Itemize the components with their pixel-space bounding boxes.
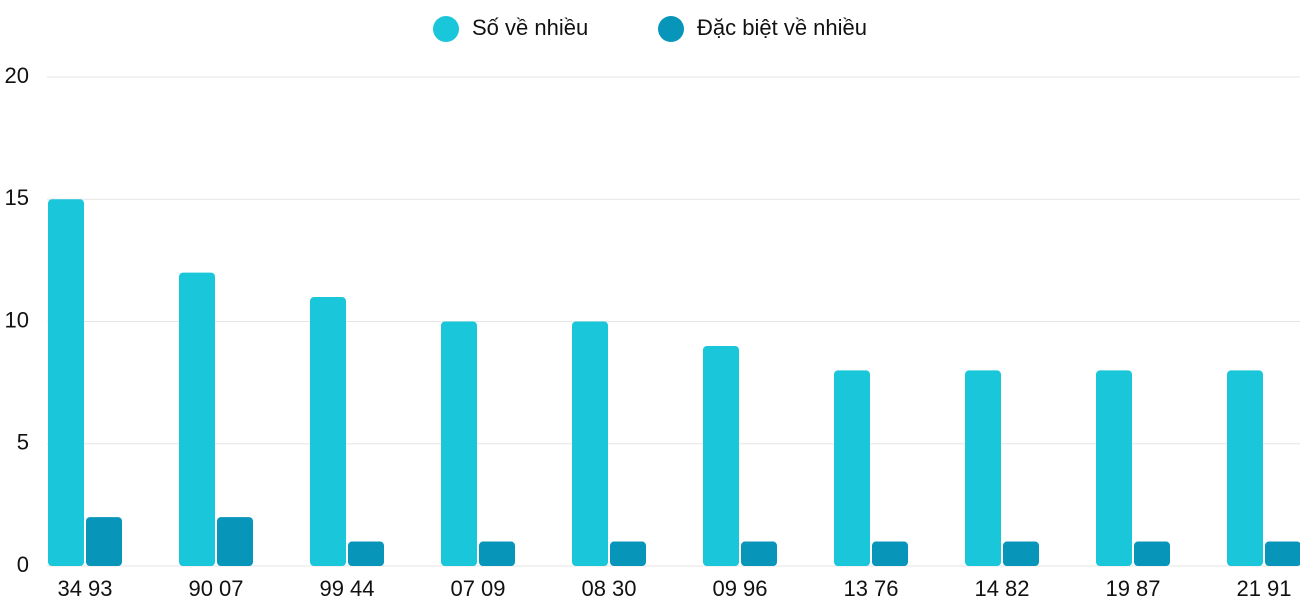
x-tick-label: 19 87 — [1105, 576, 1160, 600]
x-tick-label: 08 30 — [581, 576, 636, 600]
x-tick-label: 90 07 — [188, 576, 243, 600]
bar — [965, 370, 1001, 566]
bar — [48, 199, 84, 566]
bar — [310, 297, 346, 566]
bar — [572, 321, 608, 566]
y-tick-label: 10 — [5, 307, 29, 332]
legend-label: Đặc biệt về nhiều — [697, 15, 867, 40]
x-tick-label: 21 91 — [1236, 576, 1291, 600]
bar — [834, 370, 870, 566]
legend-marker — [658, 16, 684, 42]
bar — [703, 345, 739, 566]
x-tick-label: 07 09 — [450, 576, 505, 600]
legend-marker — [433, 16, 459, 42]
bar — [1134, 541, 1170, 566]
bar — [741, 541, 777, 566]
x-tick-label: 14 82 — [974, 576, 1029, 600]
x-tick-label: 09 96 — [712, 576, 767, 600]
y-tick-label: 20 — [5, 63, 29, 88]
bar — [479, 541, 515, 566]
bar — [610, 541, 646, 566]
y-tick-label: 15 — [5, 185, 29, 210]
y-tick-label: 5 — [17, 430, 29, 455]
bar — [1096, 370, 1132, 566]
bar — [872, 541, 908, 566]
legend-label: Số về nhiều — [472, 15, 588, 40]
bar — [348, 541, 384, 566]
bar — [217, 517, 253, 566]
y-tick-label: 0 — [17, 552, 29, 577]
x-tick-label: 34 93 — [57, 576, 112, 600]
bar — [1265, 541, 1300, 566]
bar — [86, 517, 122, 566]
x-tick-label: 13 76 — [843, 576, 898, 600]
bar — [1227, 370, 1263, 566]
bar — [179, 272, 215, 566]
bar — [1003, 541, 1039, 566]
x-tick-label: 99 44 — [319, 576, 374, 600]
bar — [441, 321, 477, 566]
